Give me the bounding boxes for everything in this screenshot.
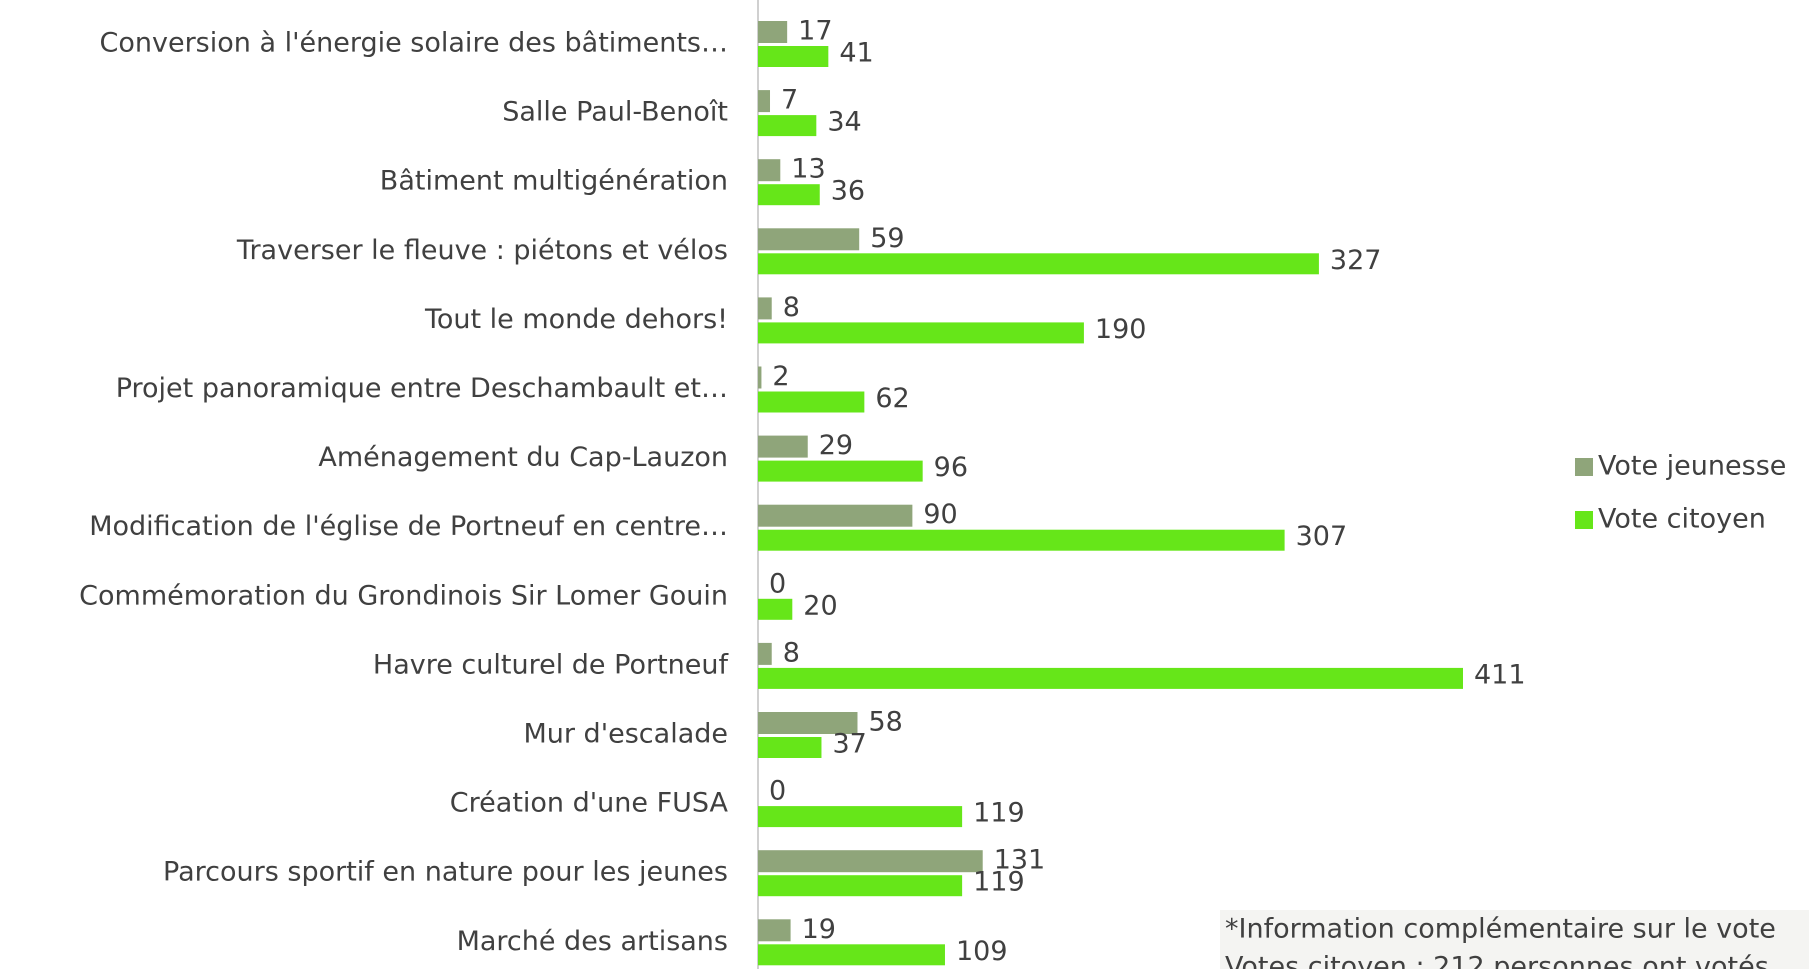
value-label: 8 (783, 637, 800, 668)
category-label: Parcours sportif en nature pour les jeun… (163, 857, 728, 888)
value-label: 41 (839, 38, 873, 69)
category-label: Salle Paul-Benoît (502, 97, 728, 128)
value-label: 119 (973, 867, 1025, 898)
value-label: 34 (827, 107, 861, 138)
bar (758, 806, 963, 828)
value-label: 29 (819, 430, 853, 461)
value-label: 119 (973, 798, 1025, 829)
value-label: 2 (772, 361, 789, 392)
legend-label: Vote jeunesse (1598, 451, 1786, 482)
annotation-box (1220, 910, 1809, 969)
category-label: Mur d'escalade (523, 719, 728, 750)
legend-label: Vote citoyen (1598, 504, 1766, 535)
bar (758, 460, 923, 482)
bar (758, 919, 791, 942)
bar (758, 944, 945, 966)
bar (758, 529, 1285, 551)
category-label: Havre culturel de Portneuf (373, 649, 730, 680)
value-label: 96 (934, 452, 968, 483)
bar (758, 850, 983, 873)
value-label: 0 (769, 568, 786, 599)
category-label: Aménagement du Cap-Lauzon (318, 442, 728, 473)
category-label: Marché des artisans (457, 926, 728, 957)
value-label: 20 (803, 590, 837, 621)
bar (758, 642, 772, 665)
bar (758, 322, 1084, 344)
bar (758, 737, 822, 758)
category-label: Création d'une FUSA (450, 788, 729, 819)
bar (758, 366, 762, 389)
category-label: Tout le monde dehors! (424, 304, 728, 335)
category-label: Modification de l'église de Portneuf en … (89, 511, 728, 542)
value-label: 131 (994, 845, 1046, 876)
category-label: Conversion à l'énergie solaire des bâtim… (100, 28, 729, 59)
category-label: Traverser le fleuve : piétons et vélos (236, 235, 728, 266)
value-label: 109 (956, 936, 1008, 967)
bar (758, 598, 793, 620)
value-label: 17 (798, 16, 832, 47)
bar (758, 184, 820, 206)
legend-swatch (1575, 458, 1593, 476)
category-label: Projet panoramique entre Deschambault et… (116, 373, 728, 404)
category-label: Bâtiment multigénération (380, 166, 728, 197)
value-label: 90 (923, 499, 957, 530)
bar (758, 504, 913, 527)
annotation: Votes citoyen : 212 personnes ont votés (1225, 952, 1769, 969)
annotation: *Information complémentaire sur le vote (1225, 914, 1776, 945)
value-label: 8 (783, 292, 800, 323)
value-label: 411 (1474, 659, 1526, 690)
bar (758, 297, 772, 320)
bar (758, 46, 829, 67)
bar (758, 435, 808, 458)
bar (758, 159, 781, 182)
value-label: 190 (1095, 314, 1147, 345)
value-label: 58 (868, 707, 902, 738)
bar (758, 90, 771, 113)
bar (758, 228, 860, 251)
value-label: 7 (781, 85, 798, 116)
value-label: 13 (791, 154, 825, 185)
bar (758, 115, 817, 137)
bar (758, 667, 1463, 689)
value-label: 36 (831, 176, 865, 207)
bar (758, 21, 788, 43)
value-label: 327 (1330, 245, 1382, 276)
bar (758, 253, 1319, 275)
value-label: 307 (1296, 521, 1348, 552)
category-label: Commémoration du Grondinois Sir Lomer Go… (79, 580, 728, 611)
bar (758, 875, 963, 897)
value-label: 62 (875, 383, 909, 414)
value-label: 37 (832, 729, 866, 760)
value-label: 0 (769, 776, 786, 807)
value-label: 59 (870, 223, 904, 254)
bar (758, 391, 865, 413)
value-label: 19 (802, 914, 836, 945)
legend-swatch (1575, 511, 1593, 529)
bar (758, 712, 858, 734)
